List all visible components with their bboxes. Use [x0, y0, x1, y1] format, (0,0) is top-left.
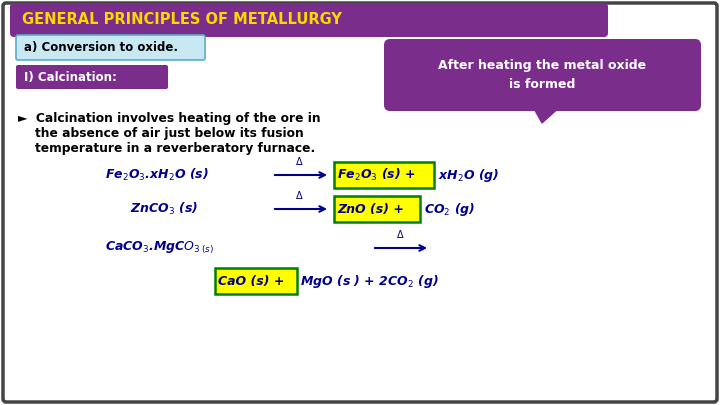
Text: CaCO$_3$.MgC$O_3$$_{\,(s)}$: CaCO$_3$.MgC$O_3$$_{\,(s)}$ — [105, 240, 214, 256]
Text: After heating the metal oxide
is formed: After heating the metal oxide is formed — [438, 58, 647, 92]
FancyBboxPatch shape — [215, 268, 297, 294]
Text: Fe$_2$O$_3$.xH$_2$O (s): Fe$_2$O$_3$.xH$_2$O (s) — [105, 167, 209, 183]
Text: Fe$_2$O$_3$ (s) +: Fe$_2$O$_3$ (s) + — [337, 167, 415, 183]
Text: Δ: Δ — [397, 230, 403, 240]
Text: I) Calcination:: I) Calcination: — [24, 70, 117, 83]
Text: ZnCO$_3$ (s): ZnCO$_3$ (s) — [130, 201, 198, 217]
Text: CO$_2$ (g): CO$_2$ (g) — [424, 200, 475, 217]
Text: ►  Calcination involves heating of the ore in: ► Calcination involves heating of the or… — [18, 112, 320, 125]
Text: Δ: Δ — [296, 157, 302, 167]
Polygon shape — [532, 105, 562, 123]
Text: ZnO (s) +: ZnO (s) + — [337, 202, 404, 215]
FancyBboxPatch shape — [334, 196, 420, 222]
FancyBboxPatch shape — [334, 162, 434, 188]
Text: CaO (s) +: CaO (s) + — [218, 275, 284, 288]
FancyBboxPatch shape — [384, 39, 701, 111]
Text: MgO (s ) + 2CO$_2$ (g): MgO (s ) + 2CO$_2$ (g) — [300, 273, 439, 290]
FancyBboxPatch shape — [10, 3, 608, 37]
FancyBboxPatch shape — [3, 3, 717, 402]
Text: GENERAL PRINCIPLES OF METALLURGY: GENERAL PRINCIPLES OF METALLURGY — [22, 13, 342, 28]
FancyBboxPatch shape — [16, 35, 205, 60]
Text: xH$_2$O (g): xH$_2$O (g) — [438, 166, 499, 183]
Text: Δ: Δ — [296, 191, 302, 201]
Text: temperature in a reverberatory furnace.: temperature in a reverberatory furnace. — [18, 142, 315, 155]
Text: the absence of air just below its fusion: the absence of air just below its fusion — [18, 127, 304, 140]
FancyBboxPatch shape — [16, 65, 168, 89]
Text: a) Conversion to oxide.: a) Conversion to oxide. — [24, 41, 178, 55]
